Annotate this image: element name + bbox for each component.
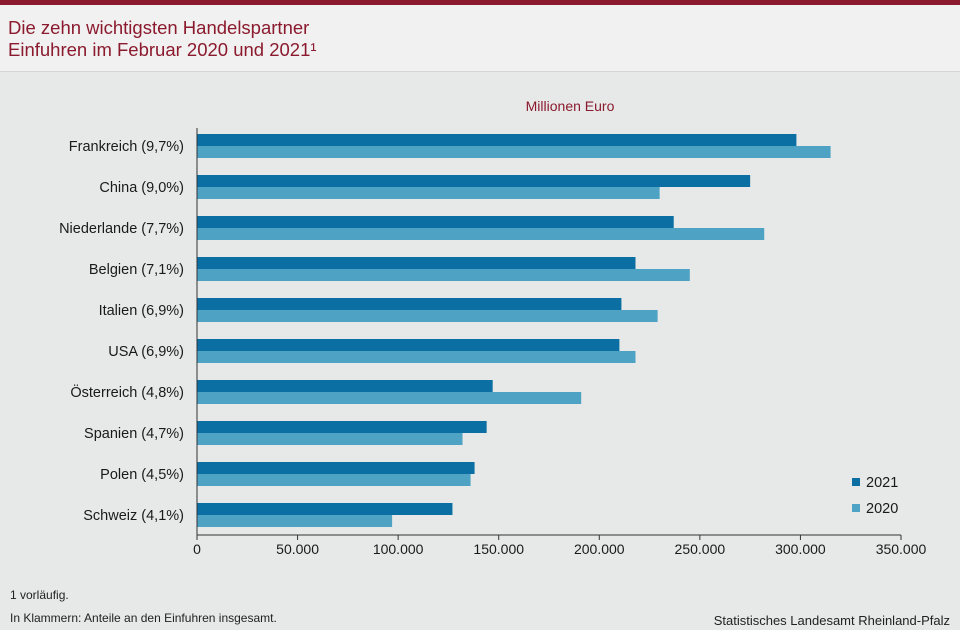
top-accent-rule bbox=[0, 0, 960, 5]
category-label: Polen (4,5%) bbox=[100, 467, 184, 483]
category-label: Frankreich (9,7%) bbox=[69, 139, 184, 155]
x-tick-label: 300.000 bbox=[775, 541, 826, 557]
bar-2021-3 bbox=[197, 257, 636, 269]
bar-2021-4 bbox=[197, 298, 622, 310]
legend-swatch-2020 bbox=[852, 504, 860, 512]
category-labels: Frankreich (9,7%) China (9,0%) Niederlande… bbox=[59, 139, 184, 524]
x-axis: 0 50.000 100.000 150.000 200.000 250.000 300.0… bbox=[193, 128, 927, 557]
bar-2020-3 bbox=[197, 269, 690, 281]
bar-2021-5 bbox=[197, 339, 620, 351]
bar-2020-2 bbox=[197, 228, 765, 240]
bar-2020-0 bbox=[197, 146, 831, 158]
bar-chart: Millionen Euro Frankreich (9,7%) China (9… bbox=[59, 98, 927, 557]
x-tick-label: 150.000 bbox=[473, 541, 524, 557]
bar-2020-5 bbox=[197, 351, 636, 363]
bar-2021-8 bbox=[197, 462, 475, 474]
bar-2020-4 bbox=[197, 310, 658, 322]
x-tick-label: 200.000 bbox=[574, 541, 625, 557]
category-label: Italien (6,9%) bbox=[99, 303, 184, 319]
bar-2021-1 bbox=[197, 175, 751, 187]
bar-2021-6 bbox=[197, 380, 493, 392]
bar-2021-0 bbox=[197, 134, 797, 146]
legend: 2021 2020 bbox=[852, 475, 898, 517]
x-tick-label: 50.000 bbox=[276, 541, 319, 557]
chart-header: Die zehn wichtigsten Handelspartner Einf… bbox=[0, 5, 960, 72]
footnote-brackets: In Klammern: Anteile an den Einfuhren in… bbox=[10, 611, 277, 625]
footnote-preliminary: 1 vorläufig. bbox=[10, 588, 69, 602]
category-label: USA (6,9%) bbox=[108, 344, 184, 360]
bar-2021-7 bbox=[197, 421, 487, 433]
x-tick-label: 100.000 bbox=[373, 541, 424, 557]
chart-title-line-2: Einfuhren im Februar 2020 und 2021¹ bbox=[8, 39, 317, 60]
chart-title: Die zehn wichtigsten Handelspartner Einf… bbox=[8, 17, 317, 61]
category-label: Schweiz (4,1%) bbox=[83, 508, 184, 524]
bar-2020-8 bbox=[197, 474, 471, 486]
bar-2020-9 bbox=[197, 515, 393, 527]
bar-2021-9 bbox=[197, 503, 453, 515]
legend-label-2020: 2020 bbox=[866, 501, 898, 517]
bar-2020-1 bbox=[197, 187, 660, 199]
bar-2020-6 bbox=[197, 392, 582, 404]
bar-2020-7 bbox=[197, 433, 463, 445]
bar-2021-2 bbox=[197, 216, 674, 228]
bars-group bbox=[197, 134, 831, 527]
category-label: Belgien (7,1%) bbox=[89, 262, 184, 278]
x-tick-label: 0 bbox=[193, 541, 201, 557]
category-label: Spanien (4,7%) bbox=[84, 426, 184, 442]
unit-label: Millionen Euro bbox=[526, 98, 615, 114]
x-tick-label: 250.000 bbox=[675, 541, 726, 557]
category-label: Niederlande (7,7%) bbox=[59, 221, 184, 237]
legend-label-2021: 2021 bbox=[866, 475, 898, 491]
source-credit: Statistisches Landesamt Rheinland-Pfalz bbox=[713, 613, 950, 628]
x-tick-label: 350.000 bbox=[876, 541, 927, 557]
category-label: Österreich (4,8%) bbox=[70, 383, 184, 401]
category-label: China (9,0%) bbox=[99, 180, 184, 196]
chart-title-line-1: Die zehn wichtigsten Handelspartner bbox=[8, 17, 310, 38]
legend-swatch-2021 bbox=[852, 478, 860, 486]
